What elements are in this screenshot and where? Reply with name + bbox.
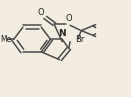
- Text: O: O: [66, 14, 72, 23]
- Text: N: N: [58, 29, 66, 38]
- Text: O: O: [37, 8, 44, 17]
- Text: Me: Me: [1, 35, 12, 44]
- Text: Br: Br: [75, 35, 85, 44]
